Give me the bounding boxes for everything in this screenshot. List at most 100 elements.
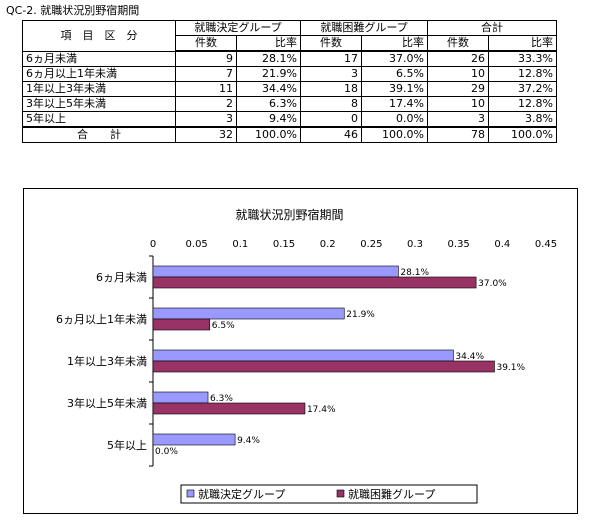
cell: 10 (427, 96, 489, 112)
cell: 7 (175, 66, 237, 82)
cell: 37.2% (488, 81, 557, 97)
bar (152, 265, 399, 278)
group-header-total: 合計 (427, 20, 557, 36)
data-label: 9.4% (237, 436, 260, 446)
cell: 9 (175, 50, 237, 67)
subheader-count: 件数 (300, 35, 362, 52)
document-title: QC-2. 就職状況別野宿期間 (6, 4, 140, 17)
cell: 9.4% (236, 111, 301, 128)
category-label: 6ヵ月未満 (96, 271, 147, 284)
table-header-row: 項 目 区 分 就職決定グループ 就職困難グループ 合計 (22, 20, 557, 52)
subheader-ratio: 比率 (488, 35, 557, 52)
cell: 26 (427, 50, 489, 67)
cell: 28.1% (236, 50, 301, 67)
bar (152, 402, 306, 415)
cell: 11 (175, 81, 237, 97)
cell: 18 (300, 81, 362, 97)
cell: 78 (427, 126, 489, 143)
table-row: 6ヵ月未満 9 28.1% 17 37.0% 26 33.3% (22, 50, 557, 67)
legend-box (180, 484, 478, 504)
category-label: 6ヵ月以上1年未満 (56, 312, 147, 326)
total-label: 合 計 (22, 126, 176, 143)
cell: 3 (427, 111, 489, 128)
table-row: 1年以上3年未満 11 34.4% 18 39.1% 29 37.2% (22, 81, 557, 97)
table-row: 3年以上5年未満 2 6.3% 8 17.4% 10 12.8% (22, 96, 557, 112)
data-label: 28.1% (400, 268, 429, 278)
x-tick-label: 0.35 (448, 239, 470, 250)
group-header-difficult: 就職困難グループ (300, 20, 428, 36)
cell: 3 (175, 111, 237, 128)
data-label: 6.5% (212, 321, 235, 331)
table-subheader-row: 件数 比率 件数 比率 件数 比率 (23, 35, 557, 52)
legend-swatch (336, 489, 345, 498)
subheader-count: 件数 (175, 35, 237, 52)
x-tick-label: 0.05 (186, 239, 208, 250)
x-tick-label: 0.25 (360, 239, 382, 250)
data-label: 0.0% (155, 447, 178, 457)
legend-swatch (186, 489, 195, 498)
cell: 12.8% (488, 96, 557, 112)
cell: 46 (300, 126, 362, 143)
x-tick-label: 0.4 (494, 239, 510, 250)
row-label: 6ヵ月未満 (22, 50, 176, 67)
legend-label: 就職困難グループ (348, 487, 435, 501)
data-label: 21.9% (346, 310, 375, 320)
cell: 17 (300, 50, 362, 67)
cell: 3.8% (488, 111, 557, 128)
cell: 34.4% (236, 81, 301, 97)
category-label: 1年以上3年未満 (67, 354, 147, 368)
subheader-count: 件数 (427, 35, 489, 52)
subheader-ratio: 比率 (361, 35, 428, 52)
row-label: 1年以上3年未満 (22, 81, 176, 97)
summary-table: 項 目 区 分 就職決定グループ 就職困難グループ 合計 件数 比率 件数 比率… (22, 20, 557, 143)
table-row: 6ヵ月以上1年未満 7 21.9% 3 6.5% 10 12.8% (22, 66, 557, 82)
row-label: 6ヵ月以上1年未満 (22, 66, 176, 82)
cell: 100.0% (236, 126, 301, 143)
cell: 39.1% (361, 81, 428, 97)
chart-title: 就職状況別野宿期間 (235, 207, 343, 222)
bar (152, 349, 454, 362)
cell: 100.0% (361, 126, 428, 143)
x-tick-label: 0.3 (407, 239, 423, 250)
category-label: 3年以上5年未満 (67, 396, 147, 410)
cell: 3 (300, 66, 362, 82)
x-tick-label: 0.45 (535, 239, 557, 250)
cell: 12.8% (488, 66, 557, 82)
table-row: 5年以上 3 9.4% 0 0.0% 3 3.8% (22, 111, 557, 128)
x-tick-label: 0 (150, 239, 156, 250)
bar (152, 276, 477, 289)
table-total-row: 合 計 32 100.0% 46 100.0% 78 100.0% (22, 126, 557, 143)
category-label: 5年以上 (107, 438, 147, 452)
cell: 32 (175, 126, 237, 143)
bar (152, 307, 345, 320)
cell: 0.0% (361, 111, 428, 128)
cell: 6.5% (361, 66, 428, 82)
cell: 10 (427, 66, 489, 82)
row-label: 5年以上 (22, 111, 176, 128)
x-tick-label: 0.1 (232, 239, 248, 250)
data-label: 37.0% (478, 279, 507, 289)
cell: 100.0% (488, 126, 557, 143)
data-label: 6.3% (210, 394, 233, 404)
bar (152, 318, 211, 331)
group-header-decided: 就職決定グループ (175, 20, 301, 36)
x-tick-label: 0.2 (320, 239, 336, 250)
cell: 29 (427, 81, 489, 97)
item-header: 項 目 区 分 (22, 20, 176, 52)
subheader-ratio: 比率 (236, 35, 301, 52)
cell: 0 (300, 111, 362, 128)
bar (152, 360, 495, 373)
bar (152, 391, 209, 404)
legend-label: 就職決定グループ (198, 487, 285, 501)
chart-container: 就職状況別野宿期間 0 0.05 0.1 0.15 0.2 0.25 0.3 0.35 0.4 0.… (23, 188, 578, 514)
row-label: 3年以上5年未満 (22, 96, 176, 112)
cell: 8 (300, 96, 362, 112)
x-tick-label: 0.15 (273, 239, 295, 250)
bar-chart: 就職状況別野宿期間 0 0.05 0.1 0.15 0.2 0.25 0.3 0.35 0.4 0.… (56, 207, 557, 504)
cell: 2 (175, 96, 237, 112)
cell: 33.3% (488, 50, 557, 67)
cell: 21.9% (236, 66, 301, 82)
cell: 17.4% (361, 96, 428, 112)
cell: 6.3% (236, 96, 301, 112)
cell: 37.0% (361, 50, 428, 67)
